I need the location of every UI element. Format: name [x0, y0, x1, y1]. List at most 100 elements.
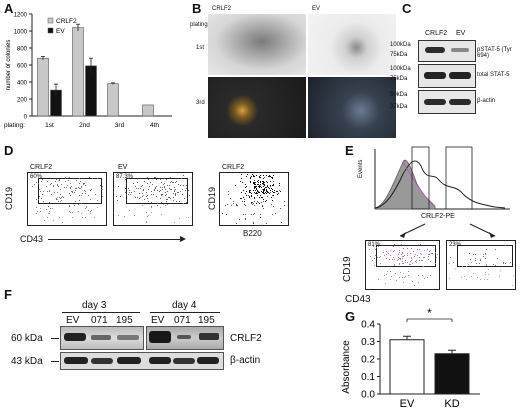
- flow-event-dot: [80, 187, 82, 189]
- flow-event-dot: [76, 188, 78, 190]
- flow-event-dot: [262, 189, 264, 191]
- flow-event-dot: [386, 273, 388, 275]
- flow-event-dot: [143, 195, 145, 197]
- flow-event-dot: [412, 281, 414, 283]
- flow-event-dot: [61, 184, 63, 186]
- panel-c-marker-100kda: 100kDa: [390, 42, 411, 48]
- flow-event-dot: [377, 278, 379, 280]
- flow-event-dot: [419, 260, 421, 262]
- flow-event-dot: [241, 174, 243, 176]
- panel-a-letter: A: [4, 1, 14, 16]
- flow-event-dot: [422, 266, 424, 268]
- flow-event-dot: [402, 257, 404, 259]
- flow-event-dot: [46, 190, 48, 192]
- flow-event-dot: [379, 256, 381, 258]
- flow-event-dot: [393, 256, 395, 258]
- flow-event-dot: [97, 207, 99, 209]
- flow-event-dot: [158, 191, 160, 193]
- flow-event-dot: [387, 253, 389, 255]
- flow-event-dot: [262, 189, 264, 191]
- flow-event-dot: [141, 186, 143, 188]
- flow-event-dot: [42, 191, 44, 193]
- flow-event-dot: [272, 174, 274, 176]
- flow-event-dot: [36, 211, 38, 213]
- flow-event-dot: [255, 175, 257, 177]
- panel-f-day3-bracket: [62, 312, 140, 313]
- flow-event-dot: [245, 205, 247, 207]
- flow-event-dot: [264, 192, 266, 194]
- flow-event-dot: [74, 191, 76, 193]
- flow-event-dot: [378, 246, 380, 248]
- flow-event-dot: [172, 192, 174, 194]
- flow-event-dot: [484, 273, 486, 275]
- flow-event-dot: [45, 208, 47, 210]
- flow-event-dot: [256, 193, 258, 195]
- flow-event-dot: [413, 256, 415, 257]
- flow-event-dot: [69, 212, 71, 214]
- flow-event-dot: [272, 214, 274, 216]
- flow-event-dot: [101, 189, 103, 191]
- blot-f-beta-actin: [60, 352, 224, 370]
- flow-event-dot: [280, 190, 282, 192]
- flow-event-dot: [262, 208, 264, 210]
- flow-event-dot: [395, 279, 397, 281]
- flow-event-dot: [429, 251, 431, 253]
- flow-event-dot: [265, 222, 267, 224]
- panel-e-hist-xlabel: CRLF2-PE: [421, 213, 455, 220]
- flow-event-dot: [246, 190, 248, 192]
- flow-event-dot: [269, 186, 271, 188]
- flow-event-dot: [242, 190, 244, 192]
- tick-label-y-g: 0.3: [361, 337, 375, 348]
- flow-event-dot: [57, 192, 59, 194]
- flow-event-dot: [262, 183, 264, 185]
- flow-event-dot: [39, 195, 41, 197]
- flow-event-dot: [271, 176, 273, 178]
- flow-event-dot: [259, 186, 261, 188]
- flow-event-dot: [263, 192, 265, 194]
- flow-event-dot: [149, 185, 151, 187]
- flow-event-dot: [245, 186, 247, 188]
- flow-event-dot: [165, 205, 167, 207]
- flow-event-dot: [59, 179, 61, 181]
- panel-g-chart: 0.0 0.1 0.2 0.3 0.4 Absorbance EV KD *: [341, 306, 480, 410]
- flow-event-dot: [78, 199, 80, 201]
- flow-event-dot: [473, 272, 475, 274]
- flow-event-dot: [133, 215, 135, 217]
- flow-event-dot: [374, 248, 376, 250]
- legend-label-a: CRLF2: [56, 18, 77, 25]
- flow-event-dot: [271, 177, 273, 179]
- flow-event-dot: [495, 265, 497, 267]
- flow-event-dot: [177, 192, 179, 194]
- flow-event-dot: [39, 191, 41, 193]
- flow-event-dot: [250, 181, 252, 183]
- flow-event-dot: [479, 260, 481, 262]
- flow-event-dot: [168, 185, 170, 187]
- gate-d1: [38, 178, 102, 204]
- panel-f-band-beta-actin: β-actin: [230, 355, 261, 366]
- flow-event-dot: [81, 212, 83, 214]
- flow-event-dot: [244, 217, 246, 219]
- flow-event-dot: [272, 188, 274, 190]
- bar-a-crlf2-2nd: [72, 27, 84, 117]
- flow-event-dot: [70, 186, 72, 188]
- flow-event-dot: [58, 197, 60, 199]
- flow-event-dot: [50, 183, 52, 185]
- tick-label-y-a: 1000: [14, 30, 28, 36]
- flow-event-dot: [161, 186, 163, 188]
- flow-event-dot: [254, 184, 256, 186]
- flow-event-dot: [407, 270, 409, 272]
- flow-event-dot: [416, 248, 418, 250]
- flow-event-dot: [120, 196, 122, 198]
- flow-event-dot: [401, 253, 403, 255]
- panel-f-band-crlf2: CRLF2: [230, 333, 262, 344]
- flow-event-dot: [102, 195, 104, 197]
- flow-event-dot: [70, 182, 72, 184]
- flow-event-dot: [259, 181, 261, 183]
- flow-event-dot: [263, 189, 265, 191]
- flow-event-dot: [151, 202, 153, 204]
- flow-event-dot: [131, 191, 133, 193]
- flow-event-dot: [255, 186, 257, 188]
- flow-event-dot: [150, 206, 152, 207]
- flow-event-dot: [252, 222, 254, 224]
- flow-event-dot: [407, 247, 409, 249]
